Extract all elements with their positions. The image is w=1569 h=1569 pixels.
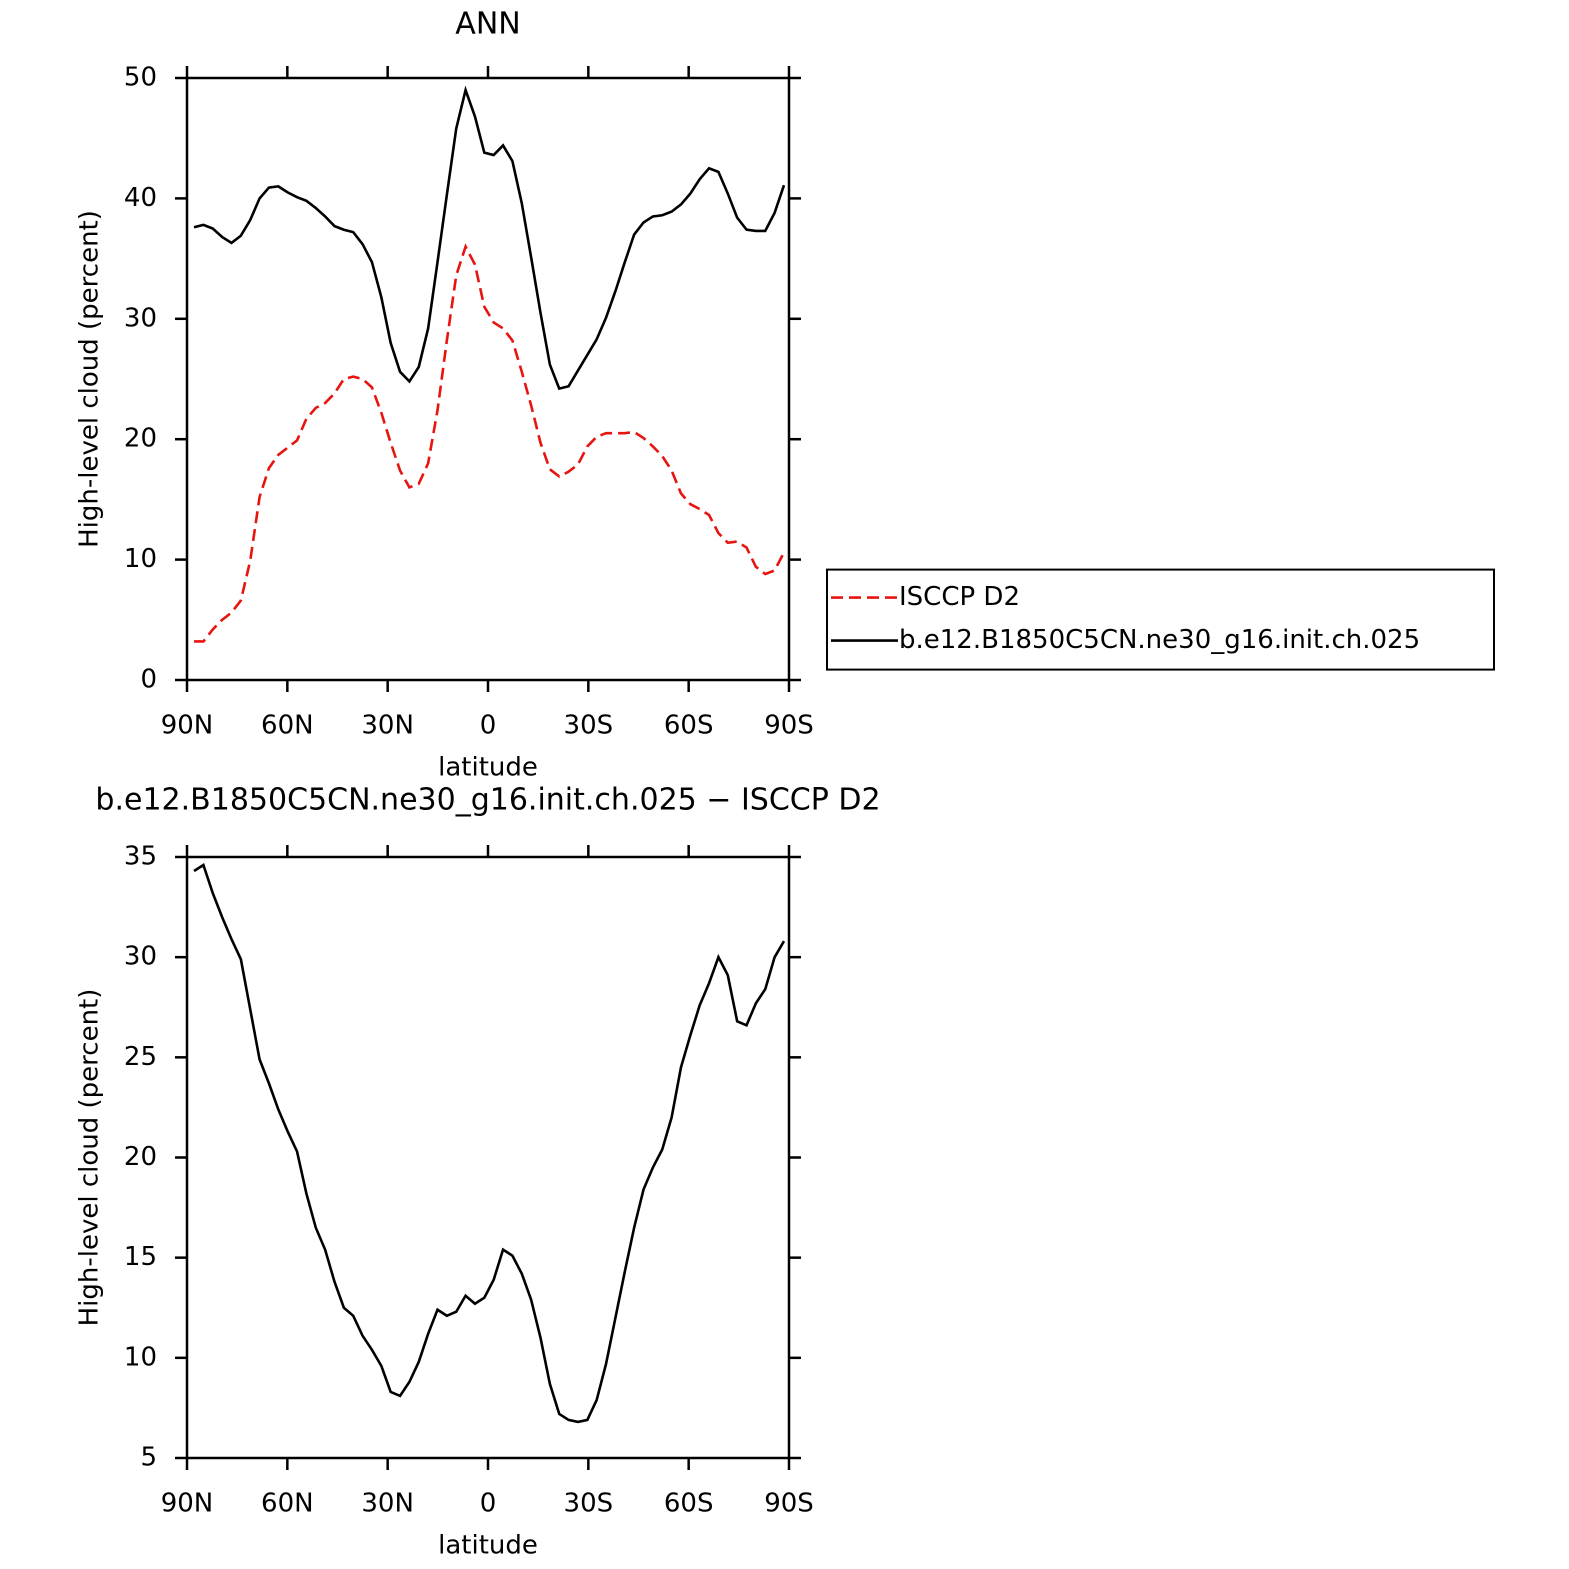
x-tick-label: 90S [764, 1489, 814, 1519]
x-tick-label: 0 [480, 1489, 497, 1519]
x-tick-label: 30S [564, 711, 614, 741]
chart-title: ANN [455, 7, 520, 42]
y-tick-label: 30 [124, 303, 157, 333]
y-tick-label: 0 [140, 665, 157, 695]
x-tick-label: 90N [161, 711, 214, 741]
chart-title: b.e12.B1850C5CN.ne30_g16.init.ch.025 − I… [95, 783, 880, 818]
x-tick-label: 60N [261, 711, 314, 741]
x-tick-label: 90S [764, 711, 814, 741]
y-tick-label: 20 [124, 424, 157, 454]
x-tick-label: 60S [664, 711, 714, 741]
y-tick-label: 25 [124, 1042, 157, 1072]
y-tick-label: 50 [124, 63, 157, 93]
x-tick-label: 30S [564, 1489, 614, 1519]
x-tick-label: 0 [480, 711, 497, 741]
x-axis-label: latitude [438, 1531, 538, 1561]
y-axis-label: High-level cloud (percent) [75, 210, 105, 548]
legend-label: b.e12.B1850C5CN.ne30_g16.init.ch.025 [899, 625, 1420, 655]
y-tick-label: 10 [124, 544, 157, 574]
y-tick-label: 40 [124, 183, 157, 213]
x-tick-label: 60N [261, 1489, 314, 1519]
y-tick-label: 15 [124, 1242, 157, 1272]
x-tick-label: 30N [361, 1489, 414, 1519]
plot-frame [185, 76, 791, 682]
plot-frame [185, 855, 791, 1460]
x-tick-label: 30N [361, 711, 414, 741]
y-tick-label: 20 [124, 1142, 157, 1172]
y-tick-label: 5 [140, 1443, 157, 1473]
x-tick-label: 60S [664, 1489, 714, 1519]
legend-label: ISCCP D2 [899, 582, 1020, 612]
x-tick-label: 90N [161, 1489, 214, 1519]
data-line [193, 863, 786, 1424]
y-tick-label: 35 [124, 842, 157, 872]
data-line [194, 243, 786, 643]
x-axis-label: latitude [438, 753, 538, 783]
legend-box [826, 568, 1495, 671]
y-axis-label: High-level cloud (percent) [75, 989, 105, 1327]
data-line [193, 85, 786, 391]
y-tick-label: 30 [124, 942, 157, 972]
y-tick-label: 10 [124, 1342, 157, 1372]
